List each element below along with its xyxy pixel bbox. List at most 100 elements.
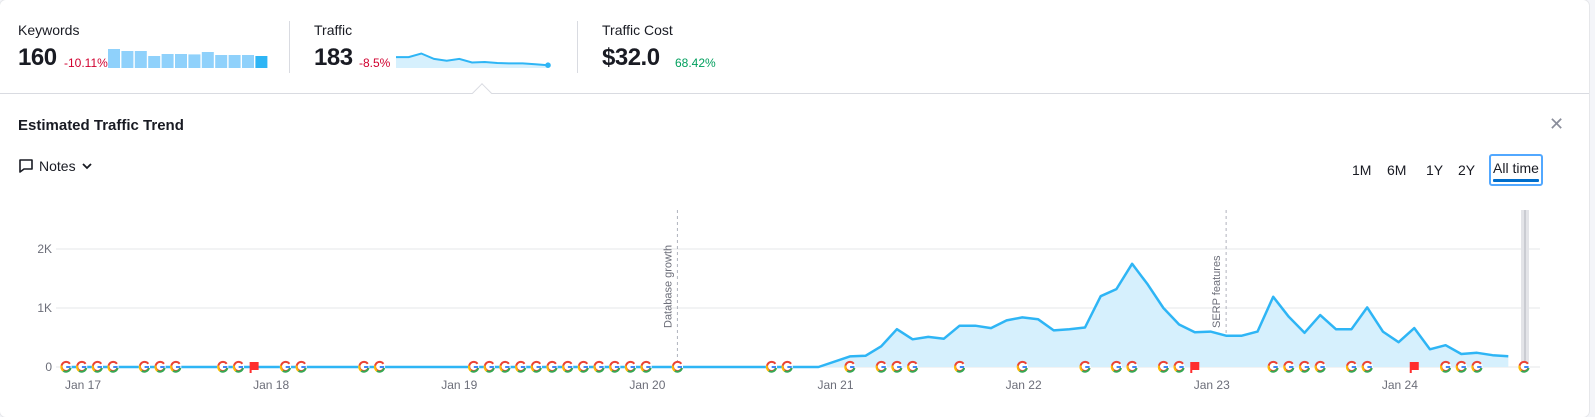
google-update-marker[interactable] xyxy=(1345,360,1358,373)
metrics-bar: Keywords 160 -10.11% Traffic 183 -8.5% T… xyxy=(0,0,1589,94)
google-update-marker[interactable] xyxy=(467,360,480,373)
traffic-cost-value: $32.0 xyxy=(602,44,660,71)
traffic-cost-delta: 68.42% xyxy=(675,56,716,70)
google-update-marker[interactable] xyxy=(60,360,72,373)
google-update-marker[interactable] xyxy=(91,360,103,373)
google-update-marker[interactable] xyxy=(217,360,229,373)
keyword-bar xyxy=(148,56,161,68)
annotation-label: SERP features xyxy=(1211,255,1223,328)
google-update-marker[interactable] xyxy=(358,360,370,373)
google-update-marker[interactable] xyxy=(765,360,778,373)
google-update-marker[interactable] xyxy=(577,360,589,373)
google-update-marker[interactable] xyxy=(953,360,966,373)
google-update-marker[interactable] xyxy=(1079,360,1091,373)
google-update-marker[interactable] xyxy=(1157,360,1170,373)
keyword-bar xyxy=(255,56,268,68)
traffic-cost-label: Traffic Cost xyxy=(602,22,673,38)
google-update-marker[interactable] xyxy=(295,360,307,373)
chevron-down-icon xyxy=(81,163,92,170)
keyword-bar xyxy=(108,49,120,68)
keyword-bar xyxy=(175,54,187,68)
y-tick-label: 1K xyxy=(37,301,52,315)
period-2y[interactable]: 2Y xyxy=(1458,162,1476,178)
google-update-marker[interactable] xyxy=(170,360,182,373)
period-all-time-label: All time xyxy=(1493,160,1539,176)
traffic-delta: -8.5% xyxy=(359,56,391,70)
traffic-metric[interactable]: Traffic 183 -8.5% xyxy=(314,22,551,71)
x-tick-label: Jan 24 xyxy=(1382,378,1418,392)
google-update-marker[interactable] xyxy=(107,360,119,373)
google-update-marker[interactable] xyxy=(671,360,684,373)
traffic-line xyxy=(66,262,1509,369)
traffic-cost-metric[interactable]: Traffic Cost $32.0 68.42% xyxy=(602,22,716,71)
google-update-marker[interactable] xyxy=(1314,360,1326,373)
google-update-marker[interactable] xyxy=(1267,360,1279,373)
note-icon xyxy=(19,159,33,173)
google-update-marker[interactable] xyxy=(640,360,652,373)
keyword-bar xyxy=(228,55,241,68)
notes-dropdown[interactable]: Notes xyxy=(18,158,93,174)
google-update-marker[interactable] xyxy=(483,360,495,373)
keyword-bar xyxy=(161,54,174,68)
panel-title: Estimated Traffic Trend xyxy=(18,117,184,134)
flag-note-marker[interactable] xyxy=(1190,362,1200,373)
keywords-metric[interactable]: Keywords 160 -10.11% xyxy=(18,22,268,71)
google-update-marker[interactable] xyxy=(875,360,887,373)
google-update-marker[interactable] xyxy=(781,360,793,373)
x-tick-label: Jan 23 xyxy=(1194,378,1230,392)
google-update-marker[interactable] xyxy=(530,360,542,373)
google-update-marker[interactable] xyxy=(1471,360,1483,373)
google-update-marker[interactable] xyxy=(1455,360,1467,373)
google-update-marker[interactable] xyxy=(1283,360,1295,373)
google-update-marker[interactable] xyxy=(1173,360,1185,373)
traffic-spark-area xyxy=(396,53,548,68)
period-1y[interactable]: 1Y xyxy=(1426,162,1444,178)
google-update-marker[interactable] xyxy=(1361,360,1373,373)
google-update-marker[interactable] xyxy=(499,360,511,373)
keywords-bar-sparkline xyxy=(108,49,268,68)
google-update-marker[interactable] xyxy=(1298,360,1311,373)
traffic-label: Traffic xyxy=(314,22,353,38)
flag-note-marker[interactable] xyxy=(1409,362,1419,373)
google-update-marker[interactable] xyxy=(609,360,621,373)
google-update-marker[interactable] xyxy=(279,360,292,373)
metric-divider xyxy=(577,21,578,73)
x-tick-label: Jan 17 xyxy=(65,378,101,392)
annotation-label: Database growth xyxy=(662,245,674,328)
period-6m[interactable]: 6M xyxy=(1387,162,1407,178)
flag-note-marker[interactable] xyxy=(249,362,259,373)
period-all-time[interactable]: All time xyxy=(1489,154,1543,186)
keyword-bar xyxy=(121,51,134,68)
google-update-marker[interactable] xyxy=(1110,360,1122,373)
google-update-marker[interactable] xyxy=(891,360,903,373)
google-update-marker[interactable] xyxy=(373,360,386,373)
google-update-marker[interactable] xyxy=(138,360,150,373)
google-update-marker[interactable] xyxy=(1016,360,1028,373)
traffic-trend-chart[interactable]: 0 1K 2K Jan 17 Jan 18 Jan 19 Jan 20 Jan 21 Jan 2… xyxy=(0,200,1589,417)
google-update-marker[interactable] xyxy=(232,360,245,373)
google-update-marker[interactable] xyxy=(1439,360,1452,373)
keyword-bar xyxy=(134,51,147,68)
y-tick-label: 0 xyxy=(45,360,52,374)
google-update-marker[interactable] xyxy=(546,360,558,373)
active-underline xyxy=(1493,179,1539,182)
google-update-marker[interactable] xyxy=(562,360,574,373)
google-update-marker[interactable] xyxy=(515,360,527,373)
google-update-marker[interactable] xyxy=(76,360,88,373)
google-update-marker[interactable] xyxy=(1126,360,1138,373)
google-update-marker[interactable] xyxy=(906,360,919,373)
traffic-spark-line xyxy=(396,52,549,67)
google-update-marker[interactable] xyxy=(624,360,636,373)
traffic-value: 183 xyxy=(314,44,353,71)
keywords-value: 160 xyxy=(18,44,57,71)
period-1m[interactable]: 1M xyxy=(1352,162,1372,178)
google-update-marker[interactable] xyxy=(154,360,166,373)
google-update-marker[interactable] xyxy=(844,360,856,373)
keyword-bar xyxy=(188,54,201,68)
keyword-bar xyxy=(201,52,214,68)
close-icon[interactable]: ✕ xyxy=(1549,114,1565,134)
google-update-marker[interactable] xyxy=(593,360,605,373)
traffic-spark-endpoint xyxy=(545,62,551,68)
google-update-marker[interactable] xyxy=(1518,360,1530,373)
